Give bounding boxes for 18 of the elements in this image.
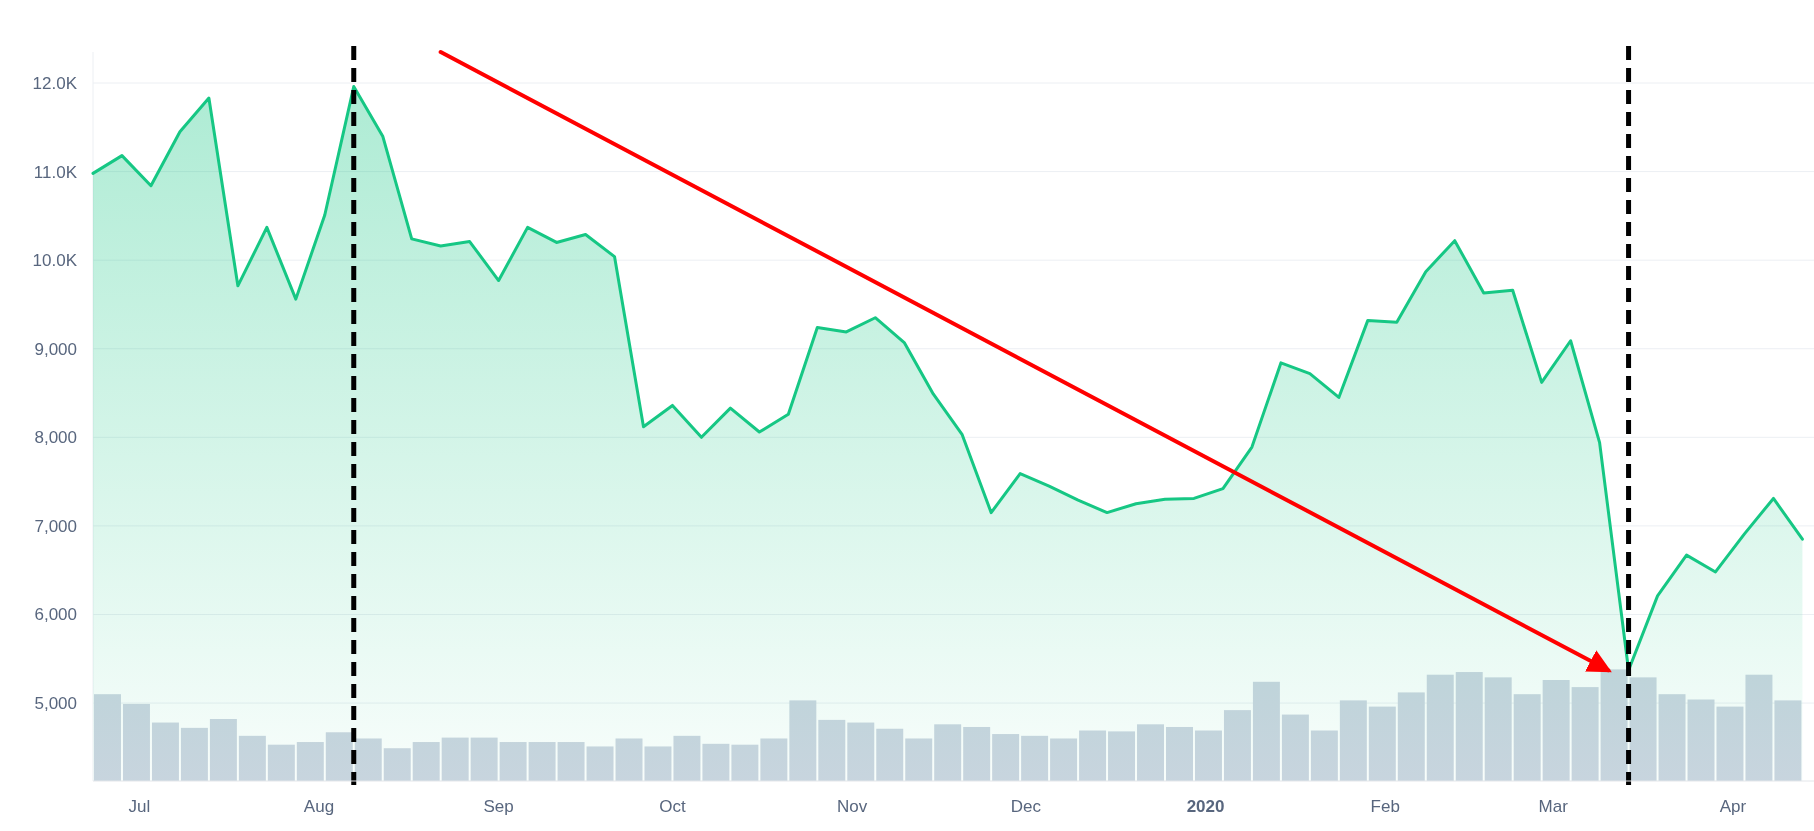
y-tick-label: 7,000 [34,516,77,536]
x-tick-label: Aug [303,797,335,816]
x-tick-label: Nov [836,797,868,816]
y-tick-label: 6,000 [34,605,77,625]
x-tick-label: Dec [1010,797,1042,816]
y-tick-label: 8,000 [34,428,77,448]
x-tick-label: Apr [1719,797,1747,816]
y-tick-label: 12.0K [32,73,78,93]
x-tick-label: Sep [483,797,514,816]
x-tick-label: Feb [1370,797,1400,816]
y-tick-label: 11.0K [33,162,78,182]
y-tick-label: 5,000 [34,694,77,713]
x-tick-label: 2020 [1186,797,1225,816]
y-tick-label: 9,000 [34,339,77,359]
x-tick-label: Oct [659,797,686,816]
x-tick-label: Mar [1538,797,1569,816]
x-tick-label: Jul [128,797,151,816]
y-tick-label: 10.0K [32,251,78,271]
